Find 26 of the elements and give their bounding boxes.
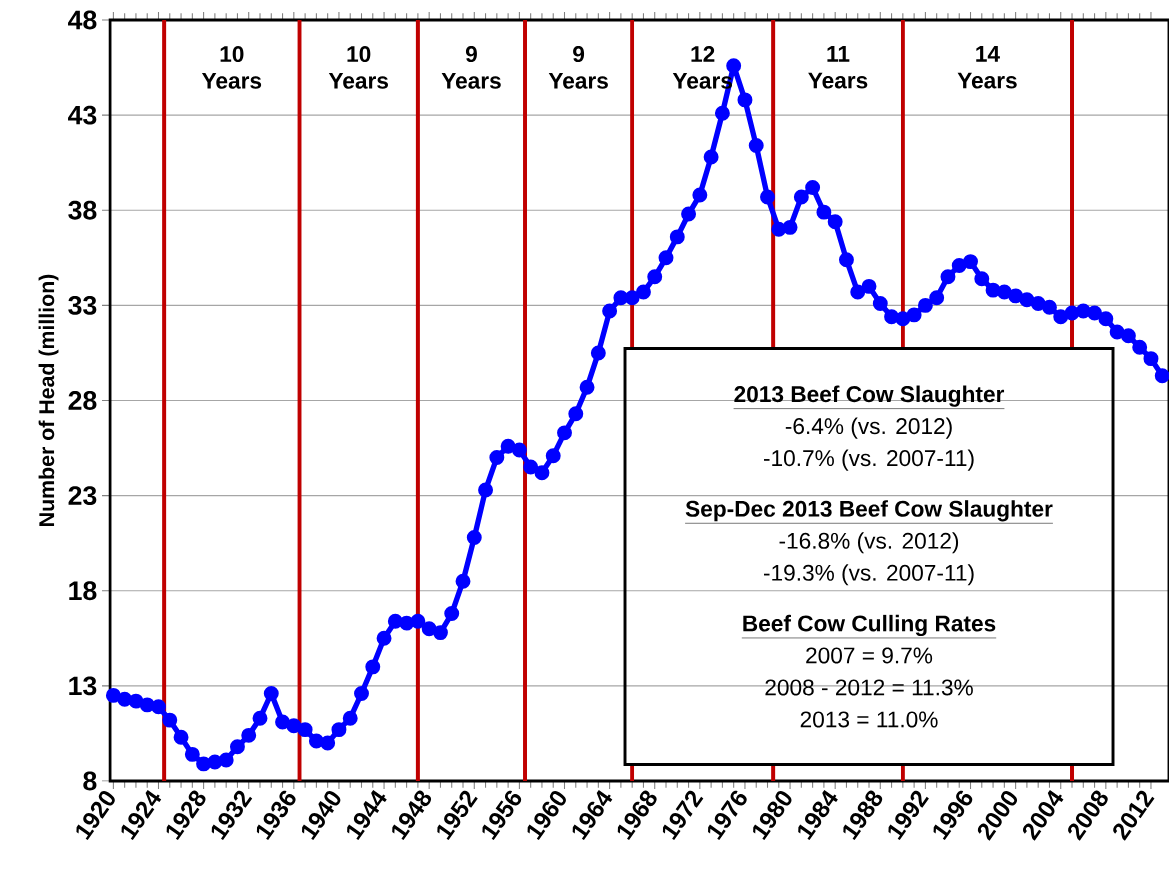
y-axis-title: Number of Head (million): [38, 274, 59, 526]
annotation: 9 Years: [441, 46, 501, 89]
annotation: -16.8% (vs. 2012): [779, 532, 959, 554]
annotation: 11 Years: [808, 46, 868, 89]
annotation: -6.4% (vs. 2012): [785, 417, 952, 439]
y-tick-label: 23: [68, 486, 97, 506]
annotation: -10.7% (vs. 2007-11): [763, 449, 974, 471]
annotation: 2013 Beef Cow Slaughter: [734, 385, 1005, 407]
annotation: -19.3% (vs. 2007-11): [763, 564, 974, 586]
y-tick-label: 13: [69, 676, 97, 696]
annotation: 10 Years: [201, 46, 262, 89]
annotation: Beef Cow Culling Rates: [743, 614, 996, 637]
y-tick-label: 43: [68, 105, 97, 125]
annotation: 2007 = 9.7%: [806, 647, 933, 664]
y-tick-label: 33: [68, 295, 97, 315]
annotation: 9 Years: [548, 46, 608, 89]
y-tick-label: 38: [68, 200, 97, 220]
y-tick-label: 18: [69, 581, 97, 601]
annotation: 2013 = 11.0%: [800, 711, 938, 728]
annotation: 14 Years: [957, 46, 1017, 89]
y-tick-label: 48: [68, 10, 97, 30]
annotation: Sep-Dec 2013 Beef Cow Slaughter: [685, 500, 1053, 522]
y-tick-label: 28: [68, 391, 97, 410]
annotation: 2008 - 2012 = 11.3%: [765, 679, 973, 696]
annotation: 10 Years: [328, 46, 388, 89]
y-tick-label: 8: [83, 771, 97, 791]
